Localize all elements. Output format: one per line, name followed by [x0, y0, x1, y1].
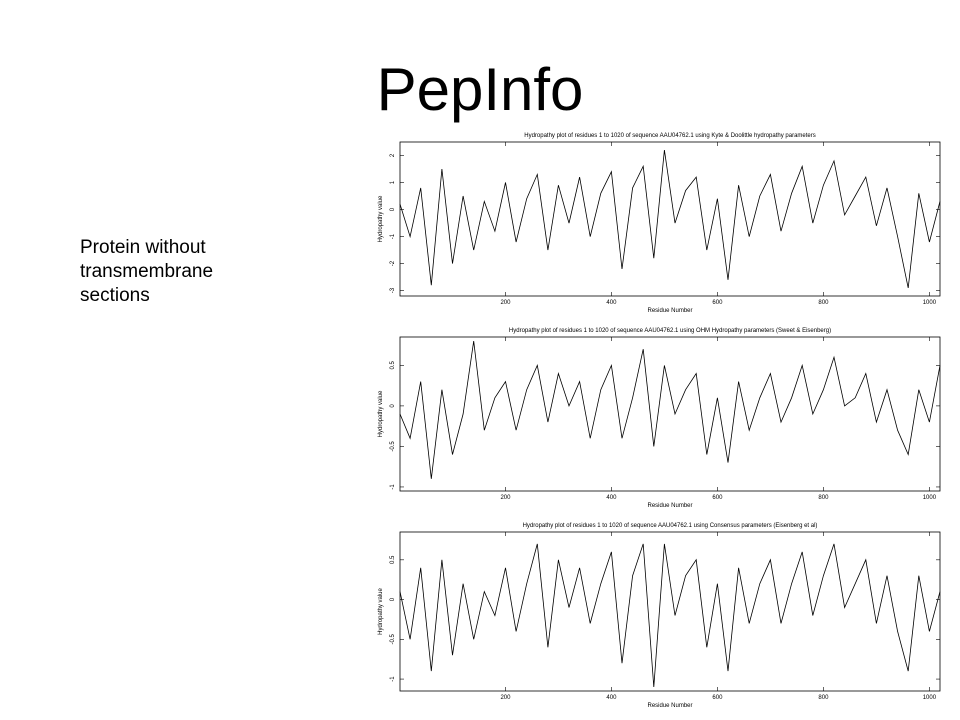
- plot-title: Hydropathy plot of residues 1 to 1020 of…: [523, 523, 818, 529]
- x-axis-label: Residue Number: [647, 503, 692, 509]
- y-tick-label: 2: [390, 153, 396, 157]
- hydropathy-plot-ohm: Hydropathy plot of residues 1 to 1020 of…: [368, 323, 948, 513]
- x-tick-label: 400: [606, 695, 617, 701]
- x-tick-label: 200: [500, 300, 511, 306]
- x-tick-label: 800: [818, 695, 829, 701]
- chart-svg: Hydropathy plot of residues 1 to 1020 of…: [378, 523, 941, 709]
- plot-frame: [399, 531, 941, 692]
- x-axis-label: Residue Number: [647, 308, 692, 314]
- x-tick-label: 600: [712, 495, 723, 501]
- y-tick-label: 0: [390, 597, 396, 601]
- y-tick-label: -2: [390, 260, 396, 266]
- x-tick-label: 1000: [923, 495, 937, 501]
- y-tick-label: -1: [390, 484, 396, 490]
- hydropathy-series-line: [399, 341, 941, 479]
- y-tick-label: 0.5: [390, 555, 396, 564]
- x-tick-label: 200: [500, 695, 511, 701]
- x-tick-label: 1000: [923, 695, 937, 701]
- hydropathy-plot-consensus: Hydropathy plot of residues 1 to 1020 of…: [368, 518, 948, 713]
- y-axis-label: Hydropathy value: [378, 587, 384, 634]
- hydropathy-series-line: [399, 543, 941, 688]
- hydropathy-plot-kyte-doolittle: Hydropathy plot of residues 1 to 1020 of…: [368, 128, 948, 318]
- y-tick-label: -1: [390, 233, 396, 239]
- slide-title: PepInfo: [376, 56, 584, 123]
- y-axis-label: Hydropathy value: [378, 390, 384, 437]
- chart-svg: Hydropathy plot of residues 1 to 1020 of…: [378, 328, 941, 509]
- side-caption-line-1: Protein without: [80, 237, 206, 258]
- side-caption-line-3: sections: [80, 285, 150, 306]
- plot-title: Hydropathy plot of residues 1 to 1020 of…: [509, 328, 831, 334]
- y-tick-label: 0: [390, 404, 396, 408]
- x-tick-label: 800: [818, 300, 829, 306]
- x-tick-label: 400: [606, 300, 617, 306]
- x-axis-label: Residue Number: [647, 703, 692, 709]
- y-tick-label: -0.5: [390, 441, 396, 452]
- plot-frame: [399, 336, 941, 492]
- y-tick-label: 0.5: [390, 361, 396, 370]
- x-tick-label: 600: [712, 695, 723, 701]
- y-tick-label: -1: [390, 676, 396, 682]
- y-tick-label: 0: [390, 207, 396, 211]
- y-tick-label: -0.5: [390, 633, 396, 644]
- x-tick-label: 200: [500, 495, 511, 501]
- plot-title: Hydropathy plot of residues 1 to 1020 of…: [524, 133, 816, 139]
- side-caption: Protein without transmembrane sections: [80, 236, 280, 308]
- y-axis-label: Hydropathy value: [378, 195, 384, 242]
- x-tick-label: 800: [818, 495, 829, 501]
- y-tick-label: -3: [390, 287, 396, 293]
- x-tick-label: 1000: [923, 300, 937, 306]
- chart-svg: Hydropathy plot of residues 1 to 1020 of…: [378, 133, 941, 314]
- side-caption-line-2: transmembrane: [80, 261, 214, 282]
- y-tick-label: 1: [390, 180, 396, 184]
- plot-frame: [399, 141, 941, 297]
- x-tick-label: 600: [712, 300, 723, 306]
- hydropathy-series-line: [399, 150, 941, 288]
- x-tick-label: 400: [606, 495, 617, 501]
